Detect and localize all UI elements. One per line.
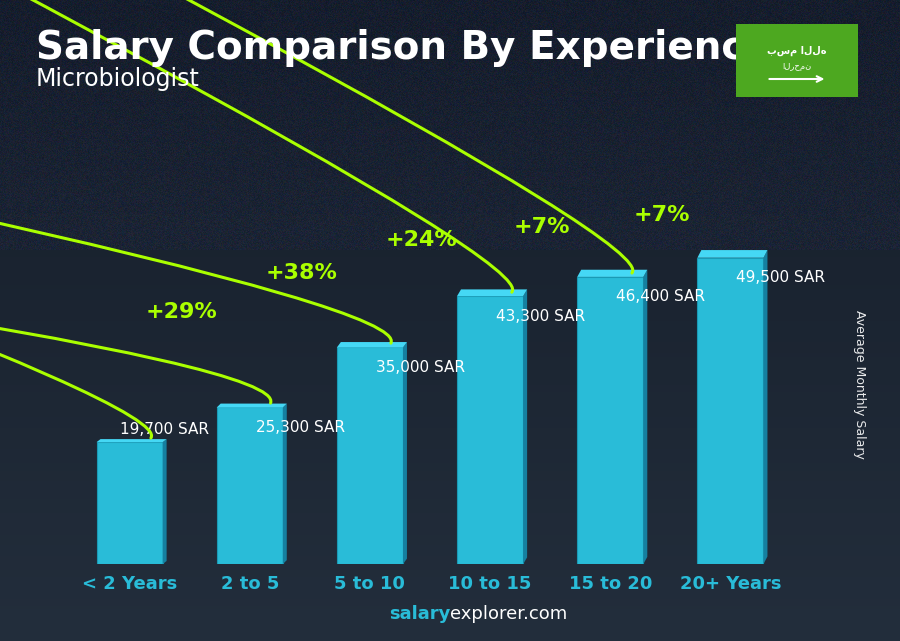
Text: +7%: +7% — [514, 217, 571, 237]
Text: الرحمن: الرحمن — [782, 62, 812, 71]
Text: explorer.com: explorer.com — [450, 605, 567, 623]
Polygon shape — [96, 439, 166, 442]
Polygon shape — [736, 24, 858, 97]
Polygon shape — [763, 250, 768, 564]
Text: 46,400 SAR: 46,400 SAR — [616, 290, 706, 304]
Polygon shape — [698, 250, 768, 258]
Bar — [217, 408, 283, 564]
Text: 49,500 SAR: 49,500 SAR — [736, 271, 825, 285]
Polygon shape — [577, 270, 647, 277]
Polygon shape — [523, 289, 527, 564]
Polygon shape — [644, 270, 647, 564]
Text: +7%: +7% — [634, 205, 690, 225]
Text: +24%: +24% — [386, 230, 458, 250]
Bar — [337, 347, 403, 564]
Polygon shape — [403, 342, 407, 564]
Text: salary: salary — [389, 605, 450, 623]
Bar — [96, 442, 163, 564]
Text: بسم الله: بسم الله — [767, 46, 827, 56]
Text: Microbiologist: Microbiologist — [36, 67, 200, 91]
Polygon shape — [457, 289, 527, 296]
Polygon shape — [337, 342, 407, 347]
Text: 25,300 SAR: 25,300 SAR — [256, 420, 345, 435]
Text: +29%: +29% — [146, 303, 218, 322]
Text: +38%: +38% — [266, 263, 338, 283]
Text: 35,000 SAR: 35,000 SAR — [376, 360, 465, 375]
Text: 19,700 SAR: 19,700 SAR — [120, 422, 209, 437]
Bar — [457, 296, 523, 564]
Polygon shape — [217, 404, 287, 408]
Bar — [577, 277, 644, 564]
Text: Salary Comparison By Experience: Salary Comparison By Experience — [36, 29, 770, 67]
Bar — [698, 258, 763, 564]
Text: 43,300 SAR: 43,300 SAR — [496, 309, 585, 324]
Polygon shape — [283, 404, 287, 564]
Polygon shape — [163, 439, 166, 564]
Text: Average Monthly Salary: Average Monthly Salary — [853, 310, 866, 459]
